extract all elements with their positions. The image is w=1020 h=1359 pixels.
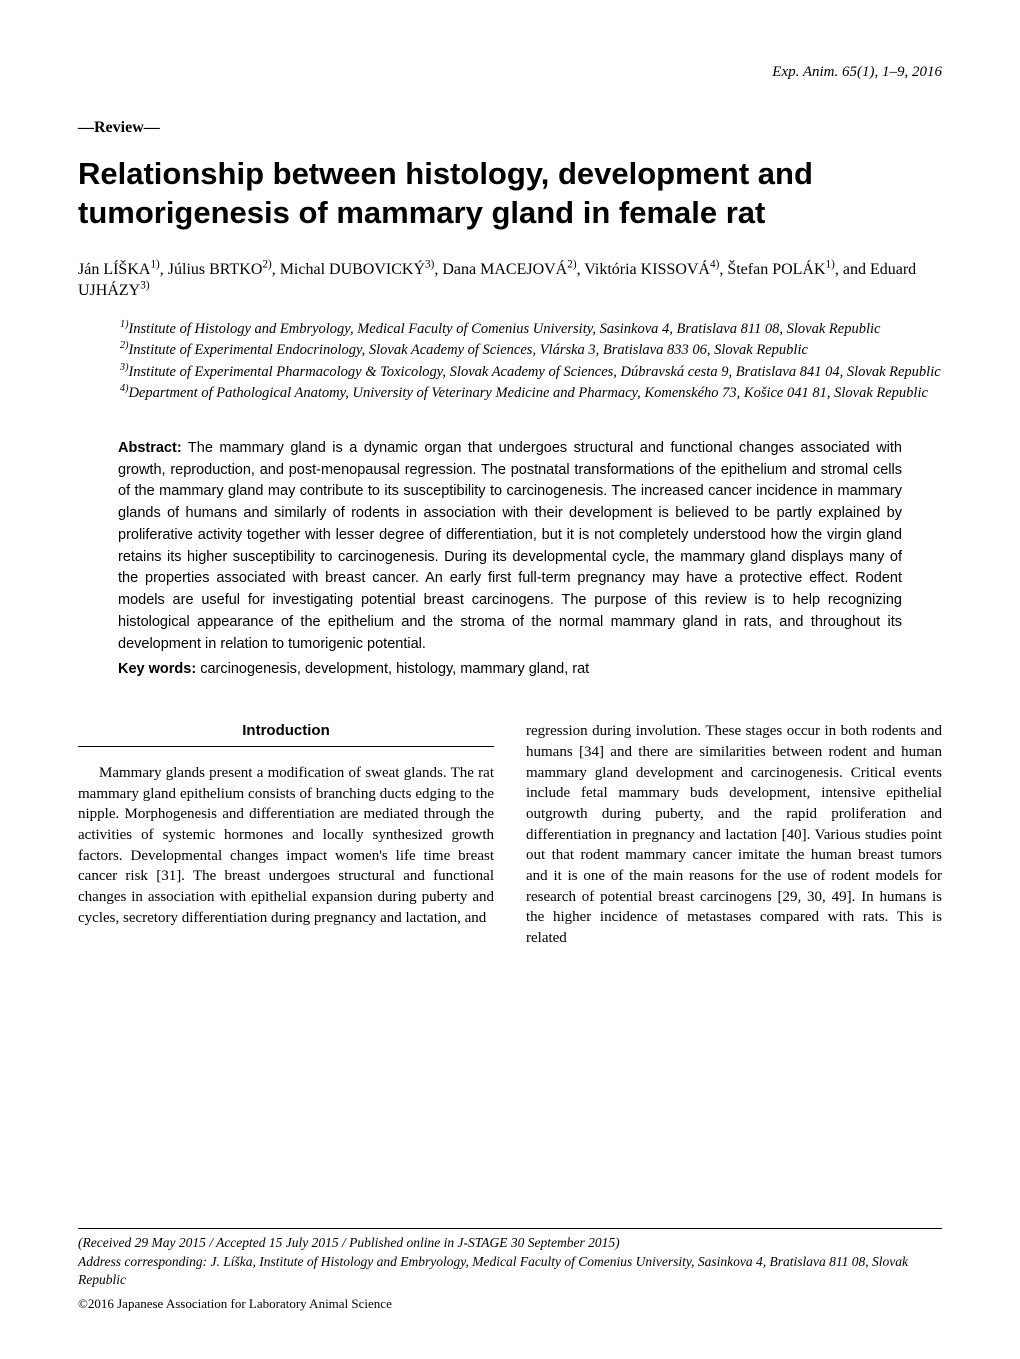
section-heading-introduction: Introduction	[78, 721, 494, 747]
affiliation-item: 4)Department of Pathological Anatomy, Un…	[120, 384, 942, 404]
corresponding-address: Address corresponding: J. Líška, Institu…	[78, 1253, 942, 1289]
affiliation-text: Institute of Experimental Pharmacology &…	[128, 364, 940, 380]
page-footer: (Received 29 May 2015 / Accepted 15 July…	[78, 1228, 942, 1313]
journal-citation: Exp. Anim. 65(1), 1–9, 2016	[78, 64, 942, 81]
column-left: Introduction Mammary glands present a mo…	[78, 721, 494, 949]
column-right: regression during involution. These stag…	[526, 721, 942, 949]
keywords-text: carcinogenesis, development, histology, …	[196, 661, 589, 677]
authors-line: Ján LÍŠKA1), Július BRTKO2), Michal DUBO…	[78, 259, 942, 302]
affiliations-list: 1)Institute of Histology and Embryology,…	[78, 320, 942, 404]
affiliation-text: Department of Pathological Anatomy, Univ…	[128, 385, 928, 401]
affiliation-item: 3)Institute of Experimental Pharmacology…	[120, 363, 942, 383]
copyright-line: ©2016 Japanese Association for Laborator…	[78, 1295, 942, 1313]
received-line: (Received 29 May 2015 / Accepted 15 July…	[78, 1234, 942, 1252]
body-columns: Introduction Mammary glands present a mo…	[78, 721, 942, 949]
article-title: Relationship between histology, developm…	[78, 155, 942, 233]
abstract-text: The mammary gland is a dynamic organ tha…	[118, 440, 902, 652]
abstract-label: Abstract:	[118, 440, 182, 456]
keywords-label: Key words:	[118, 661, 196, 677]
affiliation-text: Institute of Histology and Embryology, M…	[128, 321, 880, 337]
abstract-block: Abstract: The mammary gland is a dynamic…	[118, 438, 902, 681]
body-paragraph: regression during involution. These stag…	[526, 721, 942, 949]
affiliation-text: Institute of Experimental Endocrinology,…	[128, 342, 807, 358]
article-type: —Review—	[78, 119, 942, 137]
affiliation-item: 1)Institute of Histology and Embryology,…	[120, 320, 942, 340]
keywords-line: Key words: carcinogenesis, development, …	[118, 659, 902, 681]
affiliation-item: 2)Institute of Experimental Endocrinolog…	[120, 341, 942, 361]
body-paragraph: Mammary glands present a modification of…	[78, 763, 494, 929]
